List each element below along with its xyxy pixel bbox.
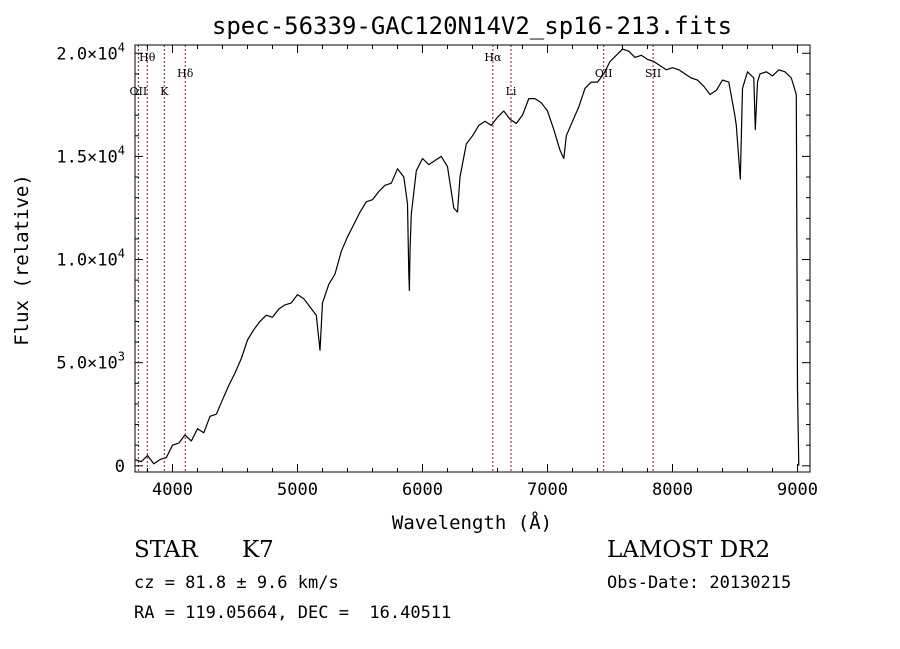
y-tick-label: 1.0×104 — [56, 247, 125, 271]
x-tick-label: 6000 — [402, 480, 443, 500]
spectral-line-label: Hδ — [177, 67, 194, 80]
y-tick-label: 5.0×103 — [56, 350, 125, 374]
survey-name: LAMOST DR2 — [607, 537, 771, 563]
plot-frame — [134, 44, 811, 473]
y-tick-label-exponent: 4 — [118, 143, 125, 157]
y-tick-label-base: 1.0×10 — [56, 251, 117, 271]
spectral-line-label: Li — [506, 85, 517, 98]
y-tick-label: 1.5×104 — [56, 143, 125, 167]
spectral-line-label: OII — [595, 67, 613, 80]
spectrum-line — [134, 48, 800, 466]
y-tick-label-base: 1.5×10 — [56, 147, 117, 167]
spectral-line-label: Hα — [484, 51, 502, 64]
x-axis-label: Wavelength (Å) — [392, 511, 552, 534]
axis-ticks: 4000 5000 6000 7000 8000 900005.0×1031.0×1041… — [56, 40, 818, 500]
y-tick-label-base: 5.0×10 — [56, 354, 117, 374]
object-subclass: K7 — [242, 537, 274, 563]
y-tick-label: 0 — [115, 457, 125, 477]
spectral-line-label: Hθ — [139, 51, 156, 64]
y-tick-label-exponent: 4 — [118, 40, 125, 54]
y-axis-label: Flux (relative) — [11, 174, 33, 346]
chart-title: spec-56339-GAC120N14V2_sp16-213.fits — [212, 12, 732, 40]
coordinates-text: RA = 119.05664, DEC = 16.40511 — [134, 603, 452, 623]
x-tick-label: 7000 — [527, 480, 568, 500]
y-tick-label-exponent: 3 — [118, 350, 125, 364]
spectral-line-label: OII — [130, 85, 148, 98]
x-tick-label: 4000 — [152, 480, 193, 500]
y-tick-label-exponent: 4 — [118, 247, 125, 261]
spectral-line-label: K — [160, 85, 169, 98]
object-class: STAR — [134, 537, 198, 563]
plot-area — [134, 48, 800, 466]
y-tick-label-base: 0 — [115, 457, 125, 477]
spectral-line-label: SII — [645, 67, 661, 80]
y-tick-label: 2.0×104 — [56, 40, 125, 64]
obs-date: Obs-Date: 20130215 — [607, 573, 792, 593]
redshift-text: cz = 81.8 ± 9.6 km/s — [134, 573, 339, 593]
x-tick-label: 5000 — [277, 480, 318, 500]
y-tick-label-base: 2.0×10 — [56, 44, 117, 64]
spectral-line-markers: Hθ OII K Hδ Hα Li OII SII — [130, 45, 661, 472]
x-tick-label: 9000 — [777, 480, 818, 500]
x-tick-label: 8000 — [652, 480, 693, 500]
